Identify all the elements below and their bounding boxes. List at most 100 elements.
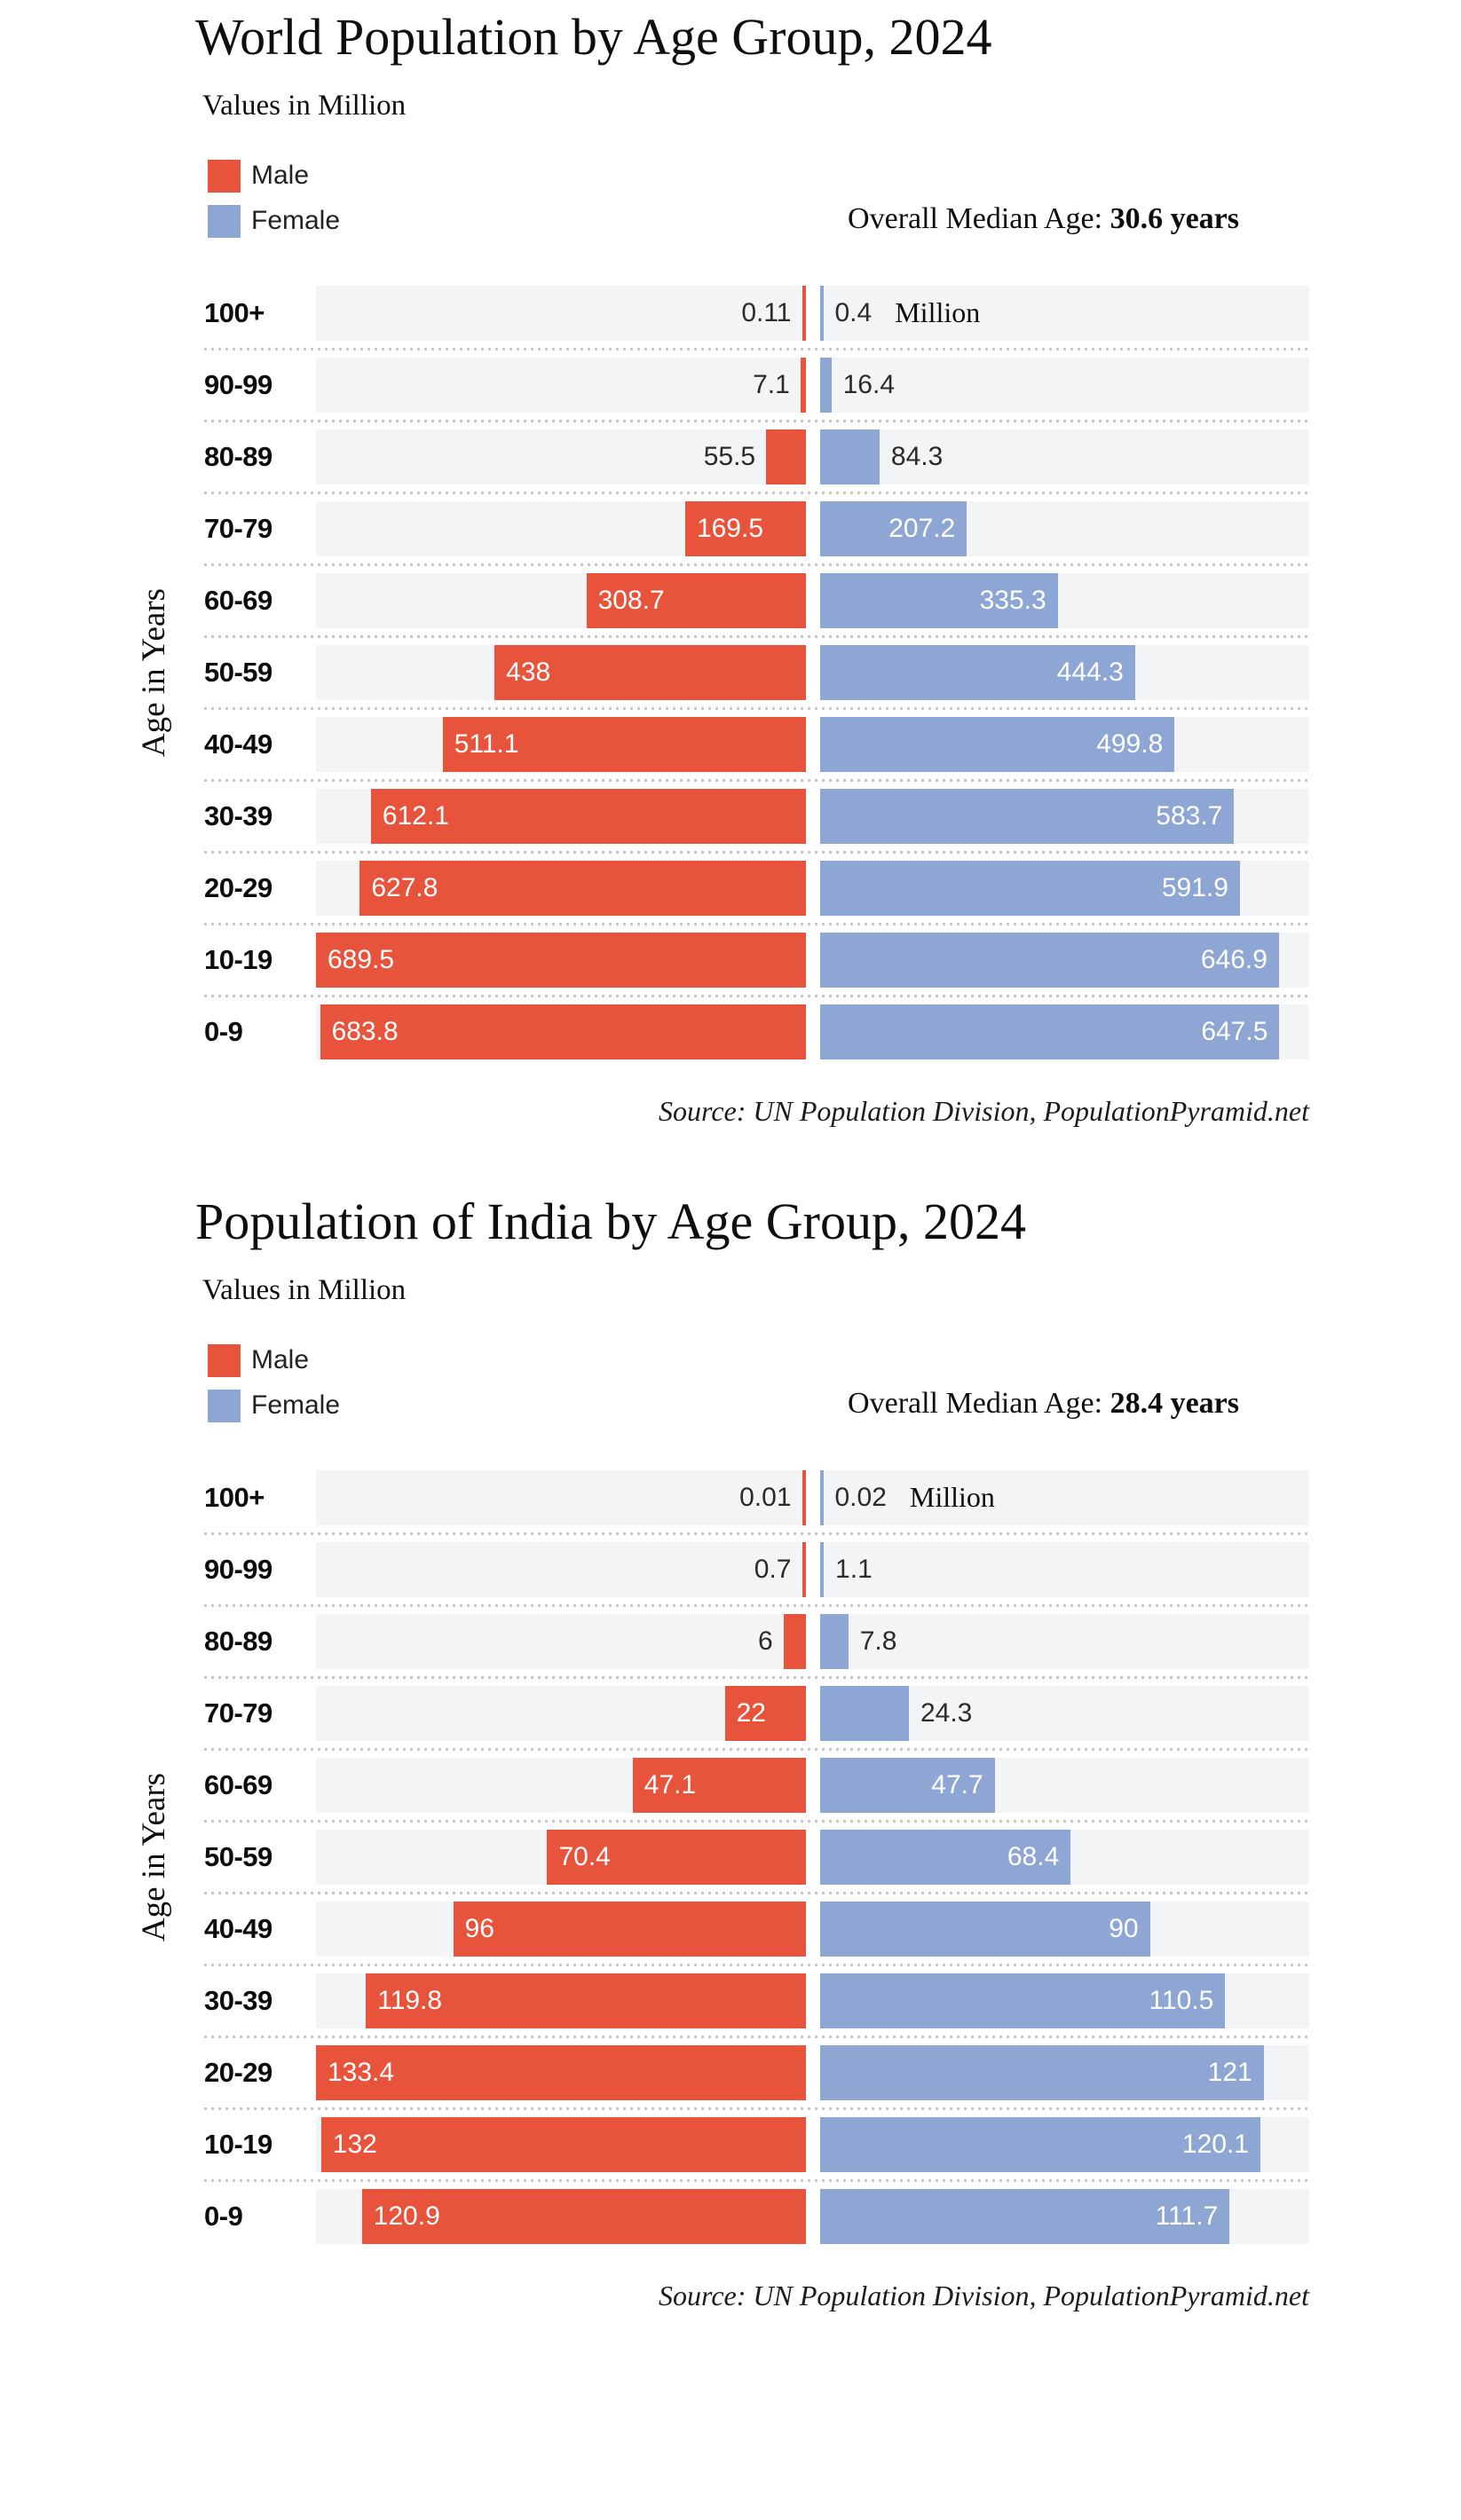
unit-label: Million <box>909 1481 995 1514</box>
male-bar <box>783 1613 806 1669</box>
legend: Male Female <box>208 159 341 238</box>
center-divider <box>805 1613 820 1669</box>
pyramid-row: 30-39 119.8 110.5 <box>204 1973 1309 2028</box>
female-track: 207.2 <box>819 500 1309 556</box>
male-value-inside: 96 <box>464 1913 494 1943</box>
male-value-inside: 308.7 <box>597 585 665 615</box>
age-group-label: 80-89 <box>204 440 272 472</box>
male-value-inside: 683.8 <box>331 1016 399 1046</box>
female-bar <box>819 357 832 413</box>
male-value-outside: 55.5 <box>703 441 756 471</box>
male-track: 22 <box>316 1685 806 1741</box>
pyramid-row: 0-9 683.8 647.5 <box>204 1004 1309 1059</box>
male-track: 133.4 <box>316 2044 806 2100</box>
female-bar <box>819 1685 909 1741</box>
male-value-inside: 132 <box>332 2129 377 2159</box>
female-bar: 646.9 <box>819 932 1279 988</box>
female-track: 335.3 <box>819 572 1309 628</box>
row-separator <box>204 922 1309 925</box>
female-value-inside: 499.8 <box>1096 728 1164 759</box>
source-note: Source: UN Population Division, Populati… <box>659 1094 1309 1127</box>
y-axis-label: Age in Years <box>136 1772 172 1941</box>
male-value-outside: 0.7 <box>754 1554 792 1584</box>
legend: Male Female <box>208 1343 340 1422</box>
age-group-label: 70-79 <box>204 1697 272 1729</box>
age-group-label: 70-79 <box>204 512 272 544</box>
female-track: 7.8 <box>819 1613 1309 1669</box>
male-value-inside: 627.8 <box>371 872 438 902</box>
female-value-inside: 110.5 <box>1149 1985 1214 2015</box>
male-value-inside: 689.5 <box>328 944 395 974</box>
male-bar: 120.9 <box>361 2188 806 2244</box>
legend-row: Male Female Overall Median Age: 28.4 yea… <box>208 1343 1239 1422</box>
age-group-label: 10-19 <box>204 943 272 975</box>
male-swatch <box>208 159 241 193</box>
age-group-label: 0-9 <box>204 2200 243 2232</box>
female-track: 120.1 <box>819 2116 1309 2172</box>
age-group-label: 40-49 <box>204 728 272 760</box>
female-track: 24.3 <box>819 1685 1309 1741</box>
chart-section-india: Population of India by Age Group, 2024 V… <box>0 1185 1461 2312</box>
male-value-outside: 6 <box>758 1626 773 1656</box>
female-value-outside: 84.3 <box>890 441 944 471</box>
male-track: 47.1 <box>316 1757 806 1813</box>
row-separator <box>204 1963 1309 1966</box>
legend-label-female: Female <box>251 206 341 236</box>
female-value-outside: 16.4 <box>842 369 895 399</box>
female-bar: 591.9 <box>819 860 1240 916</box>
female-value-inside: 335.3 <box>979 585 1046 615</box>
row-separator <box>204 491 1309 494</box>
female-track: 591.9 <box>819 860 1309 916</box>
age-group-label: 50-59 <box>204 656 272 688</box>
male-track: 612.1 <box>316 788 806 844</box>
chart-section-world: World Population by Age Group, 2024 Valu… <box>0 0 1461 1128</box>
unit-label: Million <box>895 296 981 329</box>
pyramid-row: 60-69 47.1 47.7 <box>204 1757 1309 1813</box>
chart-subtitle: Values in Million <box>202 1273 407 1306</box>
male-track: 7.1 <box>316 357 806 413</box>
female-bar <box>819 429 880 484</box>
center-divider <box>805 716 820 772</box>
male-bar: 96 <box>453 1901 806 1957</box>
center-divider <box>805 1685 820 1741</box>
female-bar <box>819 285 824 341</box>
age-group-label: 20-29 <box>204 871 272 903</box>
male-bar: 133.4 <box>316 2044 806 2100</box>
male-bar <box>802 285 806 341</box>
center-divider <box>805 357 820 413</box>
median-age-value: 30.6 years <box>1110 201 1239 235</box>
female-bar: 111.7 <box>819 2188 1230 2244</box>
female-value-outside: 7.8 <box>859 1626 897 1656</box>
pyramid-row: 80-89 6 7.8 <box>204 1613 1309 1669</box>
row-separator <box>204 1532 1309 1535</box>
female-value-inside: 90 <box>1109 1913 1139 1943</box>
female-bar: 121 <box>819 2044 1264 2100</box>
female-bar: 335.3 <box>819 572 1058 628</box>
female-value-inside: 121 <box>1207 2057 1252 2087</box>
page-title: Population of India by Age Group, 2024 <box>195 1192 1026 1250</box>
center-divider <box>805 644 820 700</box>
female-track: 646.9 <box>819 932 1309 988</box>
age-group-label: 0-9 <box>204 1015 243 1047</box>
female-value-inside: 207.2 <box>888 513 956 543</box>
source-note: Source: UN Population Division, Populati… <box>659 2279 1309 2311</box>
age-group-label: 40-49 <box>204 1912 272 1944</box>
female-track: 583.7 <box>819 788 1309 844</box>
pyramid-row: 40-49 511.1 499.8 <box>204 716 1309 772</box>
age-group-label: 100+ <box>204 1481 265 1513</box>
pyramid-row: 70-79 169.5 207.2 <box>204 500 1309 556</box>
male-bar: 627.8 <box>359 860 806 916</box>
center-divider <box>805 1004 820 1059</box>
row-separator <box>204 706 1309 710</box>
female-bar: 110.5 <box>819 1973 1226 2028</box>
center-divider <box>805 429 820 484</box>
row-separator <box>204 1675 1309 1679</box>
female-bar: 68.4 <box>819 1829 1071 1885</box>
pyramid-row: 60-69 308.7 335.3 <box>204 572 1309 628</box>
male-track: 511.1 <box>316 716 806 772</box>
pyramid-row: 20-29 627.8 591.9 <box>204 860 1309 916</box>
pyramid-row: 70-79 22 24.3 <box>204 1685 1309 1741</box>
row-separator <box>204 563 1309 566</box>
female-bar: 90 <box>819 1901 1150 1957</box>
pyramid-row: 50-59 70.4 68.4 <box>204 1829 1309 1885</box>
